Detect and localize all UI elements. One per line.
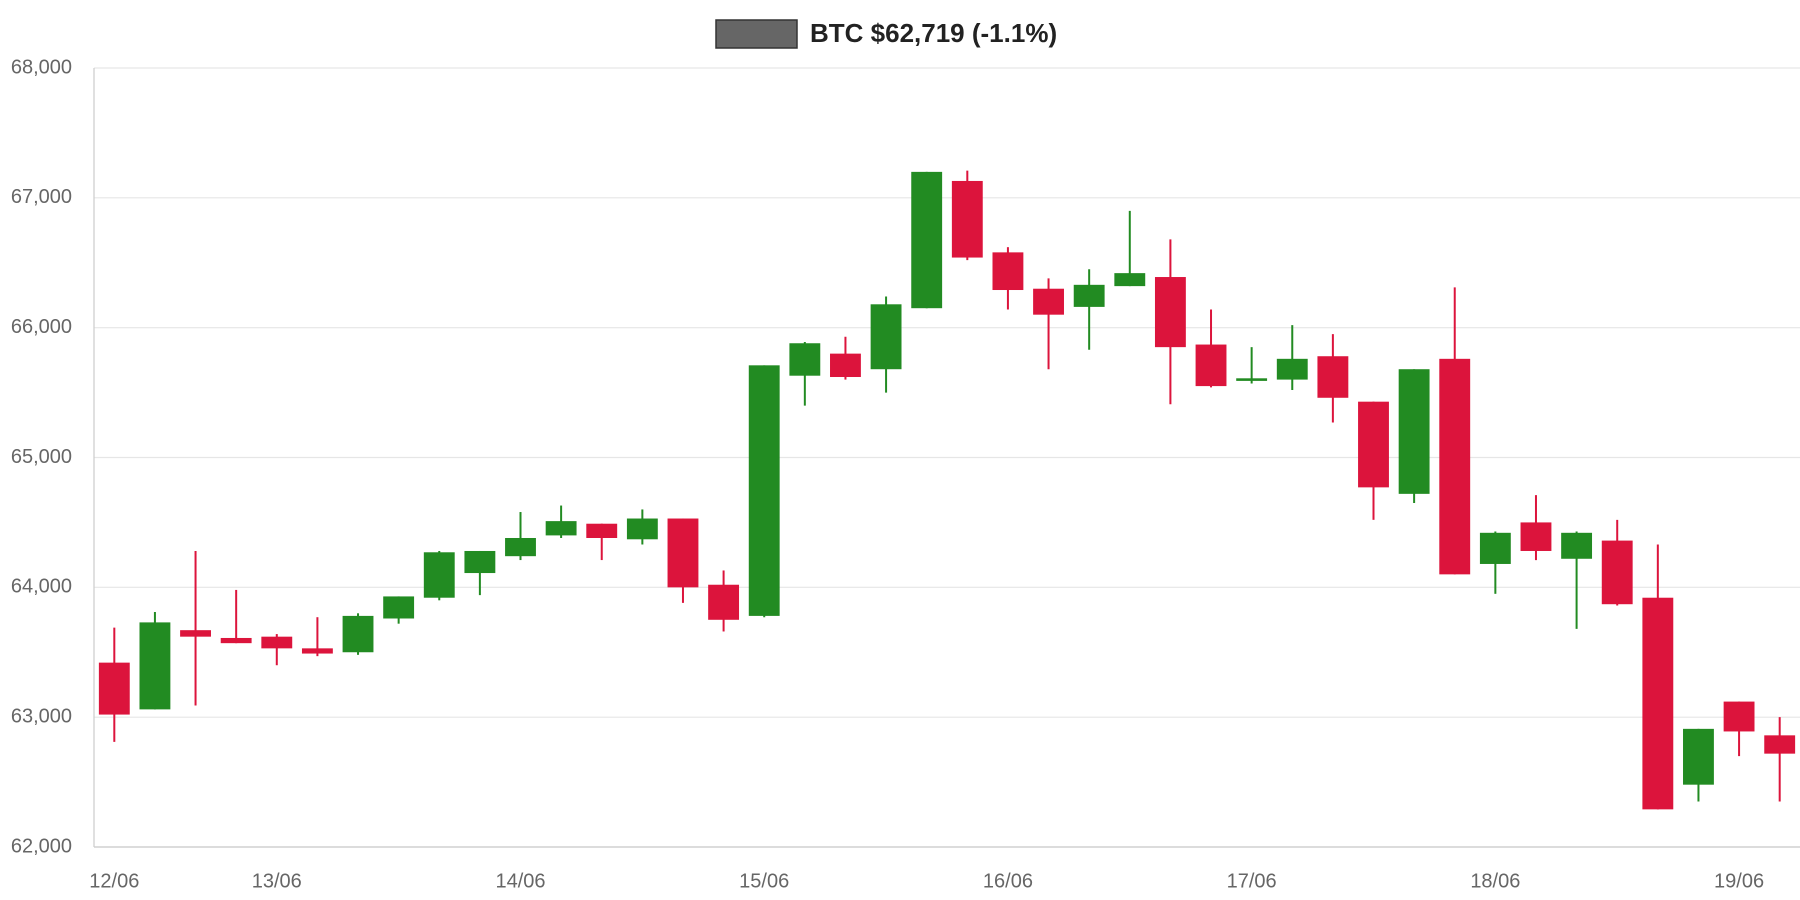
candle-body <box>1398 369 1430 494</box>
candle-body <box>98 662 130 715</box>
candle-body <box>423 552 455 598</box>
legend-label: BTC $62,719 (-1.1%) <box>810 18 1057 48</box>
legend-swatch <box>715 19 798 49</box>
candle-body <box>911 171 943 309</box>
candle-body <box>1073 284 1105 307</box>
y-tick-label: 67,000 <box>11 186 72 208</box>
candle-body <box>1683 728 1714 785</box>
candle-body <box>626 518 658 540</box>
x-tick-label: 18/06 <box>1470 870 1520 892</box>
candle-body <box>1154 277 1186 348</box>
candle-body <box>1479 532 1511 564</box>
candle-body <box>789 343 821 376</box>
x-tick-label: 15/06 <box>739 870 789 892</box>
candle-body <box>1601 540 1633 605</box>
candle-body <box>220 637 252 644</box>
candle-body <box>1236 378 1268 381</box>
candle-body <box>1033 288 1064 315</box>
y-tick-label: 64,000 <box>11 576 72 598</box>
candle-body <box>342 615 374 653</box>
candle-body <box>1114 273 1146 287</box>
candle-body <box>1764 735 1796 754</box>
y-tick-label: 63,000 <box>11 705 72 727</box>
candle-body <box>464 550 496 574</box>
y-tick-label: 65,000 <box>11 446 72 468</box>
candle-body <box>1276 358 1308 380</box>
y-tick-label: 62,000 <box>11 835 72 857</box>
candle-body <box>1358 401 1389 488</box>
candle-body <box>586 523 618 538</box>
x-tick-label: 12/06 <box>89 870 139 892</box>
candle-body <box>383 596 415 619</box>
candle-body <box>708 584 740 620</box>
candle-body <box>992 252 1024 291</box>
candle-body <box>1439 358 1471 575</box>
candle-body <box>870 304 902 370</box>
candle-body <box>505 537 536 557</box>
candle-body <box>951 180 983 258</box>
candle-body <box>545 521 577 536</box>
x-tick-label: 16/06 <box>983 870 1033 892</box>
y-tick-label: 68,000 <box>11 56 72 78</box>
candle-body <box>301 648 333 654</box>
x-tick-label: 19/06 <box>1714 870 1764 892</box>
candle-body <box>180 630 211 637</box>
candle-body <box>1561 532 1593 559</box>
y-tick-label: 66,000 <box>11 316 72 338</box>
candle-body <box>830 353 861 378</box>
candle-body <box>1520 522 1552 551</box>
candle-body <box>748 365 780 616</box>
candle-body <box>139 622 171 710</box>
candle-body <box>1642 597 1674 810</box>
candle-body <box>1195 344 1227 387</box>
candle-body <box>1723 701 1755 732</box>
candle-body <box>667 518 699 588</box>
x-tick-label: 14/06 <box>495 870 545 892</box>
candle-body <box>261 636 293 649</box>
x-tick-label: 17/06 <box>1227 870 1277 892</box>
x-tick-label: 13/06 <box>252 870 302 892</box>
candle-body <box>1317 356 1349 398</box>
